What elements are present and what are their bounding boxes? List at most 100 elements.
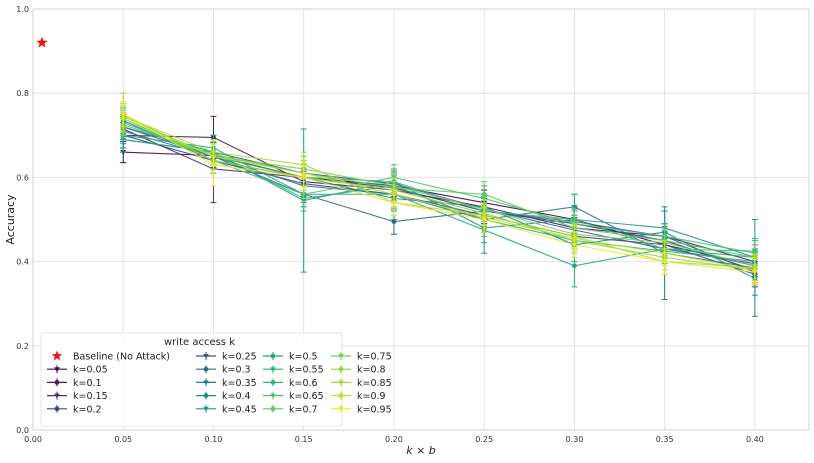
- legend-label: k=0.7: [289, 404, 318, 415]
- legend-item: k=0.7: [263, 404, 318, 415]
- y-tick-label: 1.0: [16, 5, 29, 14]
- legend-item: Baseline (No Attack): [51, 350, 170, 363]
- legend-label: k=0.35: [222, 378, 257, 389]
- legend-label: k=0.8: [357, 365, 386, 376]
- legend-item: k=0.8: [331, 365, 386, 376]
- data-point: [752, 270, 758, 275]
- legend-marker-icon: [54, 367, 60, 372]
- legend-label: k=0.85: [357, 378, 392, 389]
- legend-marker-icon: [203, 406, 209, 412]
- legend-label: k=0.5: [289, 352, 318, 363]
- series-line: [123, 122, 755, 252]
- series-k-0_95: [120, 101, 758, 286]
- legend-label: k=0.65: [289, 391, 324, 402]
- legend-item: k=0.5: [263, 352, 318, 363]
- plot-frame: [32, 8, 810, 431]
- data-point: [391, 219, 397, 224]
- legend-marker-icon: [203, 354, 209, 359]
- legend-label: k=0.15: [73, 391, 108, 402]
- legend-marker-icon: [54, 393, 60, 399]
- x-tick-labels: 0.00 0.05 0.10 0.15 0.20 0.25 0.30 0.35 0.40: [24, 435, 764, 444]
- data-point: [572, 263, 577, 269]
- legend-item: k=0.05: [47, 365, 108, 376]
- legend-marker-icon: [54, 406, 60, 412]
- legend-marker-icon: [203, 380, 209, 386]
- series-line: [123, 124, 755, 258]
- x-tick-label: 0.20: [385, 435, 403, 444]
- data-point: [571, 242, 578, 248]
- x-tick-label: 0.30: [565, 435, 583, 444]
- legend-marker-icon: [338, 406, 344, 412]
- legend-item: k=0.35: [196, 378, 257, 389]
- legend-label: k=0.9: [357, 391, 386, 402]
- legend-marker-icon: [203, 393, 209, 398]
- data-point: [391, 200, 397, 206]
- legend-item: k=0.3: [196, 365, 251, 376]
- legend-item: k=0.4: [196, 391, 251, 402]
- data-point: [120, 137, 127, 143]
- legend-item: k=0.55: [263, 365, 324, 376]
- data-point: [300, 175, 307, 181]
- y-tick-labels: 0.0 0.2 0.4 0.6 0.8 1.0: [16, 5, 29, 435]
- legend-marker-icon: [270, 393, 276, 399]
- y-tick-label: 0.4: [16, 258, 29, 267]
- y-tick-label: 0.6: [16, 173, 29, 182]
- legend-label: Baseline (No Attack): [73, 352, 170, 363]
- legend-item: k=0.2: [47, 404, 102, 415]
- legend-label: k=0.2: [73, 404, 102, 415]
- baseline-star: [36, 36, 48, 48]
- legend: write access k Baseline (No Attack) k=0.05…: [40, 332, 392, 427]
- x-tick-label: 0.00: [24, 435, 42, 444]
- y-tick-label: 0.8: [16, 89, 29, 98]
- legend-item: k=0.9: [331, 391, 386, 402]
- legend-marker-icon: [338, 380, 344, 386]
- legend-label: k=0.55: [289, 365, 324, 376]
- legend-item: k=0.95: [331, 404, 392, 415]
- legend-label: k=0.05: [73, 365, 108, 376]
- legend-label: k=0.6: [289, 378, 318, 389]
- x-tick-label: 0.35: [656, 435, 674, 444]
- series-lines: [120, 92, 758, 317]
- x-tick-label: 0.15: [295, 435, 313, 444]
- legend-marker-icon: [203, 366, 209, 372]
- legend-label: k=0.1: [73, 378, 102, 389]
- data-point: [120, 112, 127, 118]
- x-tick-label: 0.10: [205, 435, 223, 444]
- data-point: [481, 217, 487, 223]
- legend-label: k=0.95: [357, 404, 392, 415]
- data-point: [661, 259, 668, 265]
- legend-label: k=0.25: [222, 352, 257, 363]
- legend-item: k=0.45: [196, 404, 257, 415]
- x-axis-label: k × b: [406, 444, 436, 457]
- legend-marker-icon: [270, 406, 276, 412]
- series-line: [123, 134, 756, 263]
- legend-item: k=0.1: [47, 378, 102, 389]
- series-line: [123, 128, 756, 271]
- legend-item: k=0.75: [331, 352, 392, 363]
- legend-label: k=0.4: [222, 391, 251, 402]
- x-tick-label: 0.05: [114, 435, 132, 444]
- legend-marker-icon: [270, 367, 276, 372]
- legend-marker-icon: [270, 353, 276, 359]
- series-line: [123, 115, 755, 267]
- legend-item: k=0.6: [263, 378, 318, 389]
- x-tick-label: 0.40: [746, 435, 764, 444]
- data-point: [481, 191, 487, 197]
- y-tick-label: 0.2: [16, 342, 29, 351]
- legend-star-icon: [51, 350, 63, 361]
- legend-item: k=0.85: [331, 378, 392, 389]
- legend-marker-icon: [338, 354, 344, 359]
- x-tick-label: 0.25: [475, 435, 493, 444]
- y-tick-label: 0.0: [16, 426, 29, 435]
- legend-title: write access k: [164, 337, 235, 348]
- series-line: [123, 117, 755, 271]
- y-axis-label: Accuracy: [4, 194, 17, 245]
- series-line: [123, 130, 755, 269]
- series-line: [123, 115, 755, 269]
- series-line: [123, 134, 755, 267]
- series-line: [123, 117, 755, 254]
- series-line: [122, 113, 755, 273]
- legend-label: k=0.45: [222, 404, 257, 415]
- legend-marker-icon: [338, 366, 344, 372]
